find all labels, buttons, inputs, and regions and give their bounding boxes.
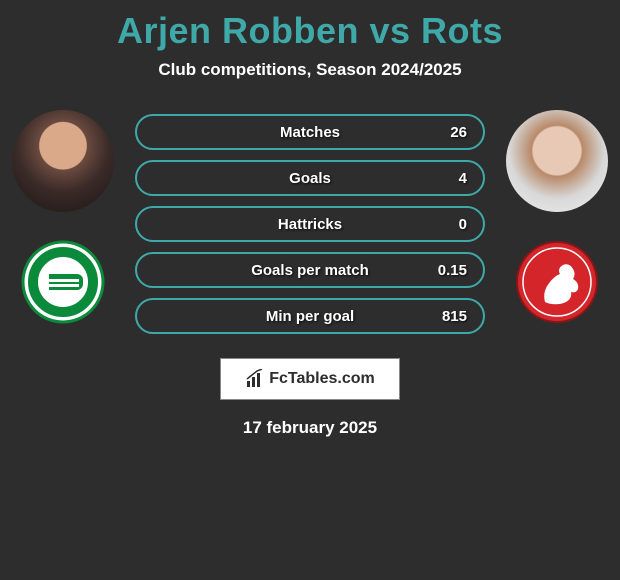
chart-icon (245, 369, 265, 389)
stat-label: Goals (289, 170, 331, 187)
stat-right-value: 815 (437, 308, 467, 325)
stat-row-gpm: Goals per match 0.15 (135, 252, 485, 288)
club-year: 1965 (549, 293, 565, 300)
comparison-card: Arjen Robben vs Rots Club competitions, … (0, 0, 620, 438)
left-player-column (11, 110, 115, 324)
stat-row-matches: Matches 26 (135, 114, 485, 150)
player-right-club-badge: 1965 (515, 240, 599, 324)
stat-right-value: 26 (437, 124, 467, 141)
stat-right-value: 0.15 (437, 262, 467, 279)
stat-right-value: 0 (437, 216, 467, 233)
player-right-avatar (506, 110, 608, 212)
stat-row-goals: Goals 4 (135, 160, 485, 196)
page-subtitle: Club competitions, Season 2024/2025 (0, 60, 620, 80)
stats-column: Matches 26 Goals 4 Hattricks 0 Goals per… (135, 114, 485, 334)
stat-label: Matches (280, 124, 340, 141)
right-player-column: 1965 (505, 110, 609, 324)
brand-badge[interactable]: FcTables.com (220, 358, 400, 400)
groningen-badge-icon (21, 240, 105, 324)
stat-label: Hattricks (278, 216, 342, 233)
brand-text: FcTables.com (269, 370, 375, 388)
stat-label: Min per goal (266, 308, 354, 325)
player-left-avatar (12, 110, 114, 212)
main-row: Matches 26 Goals 4 Hattricks 0 Goals per… (0, 110, 620, 334)
stat-label: Goals per match (251, 262, 369, 279)
twente-badge-icon: 1965 (515, 240, 599, 324)
stat-right-value: 4 (437, 170, 467, 187)
stat-row-mpg: Min per goal 815 (135, 298, 485, 334)
player-left-club-badge (21, 240, 105, 324)
stat-row-hattricks: Hattricks 0 (135, 206, 485, 242)
comparison-date: 17 february 2025 (0, 418, 620, 438)
page-title: Arjen Robben vs Rots (0, 10, 620, 52)
